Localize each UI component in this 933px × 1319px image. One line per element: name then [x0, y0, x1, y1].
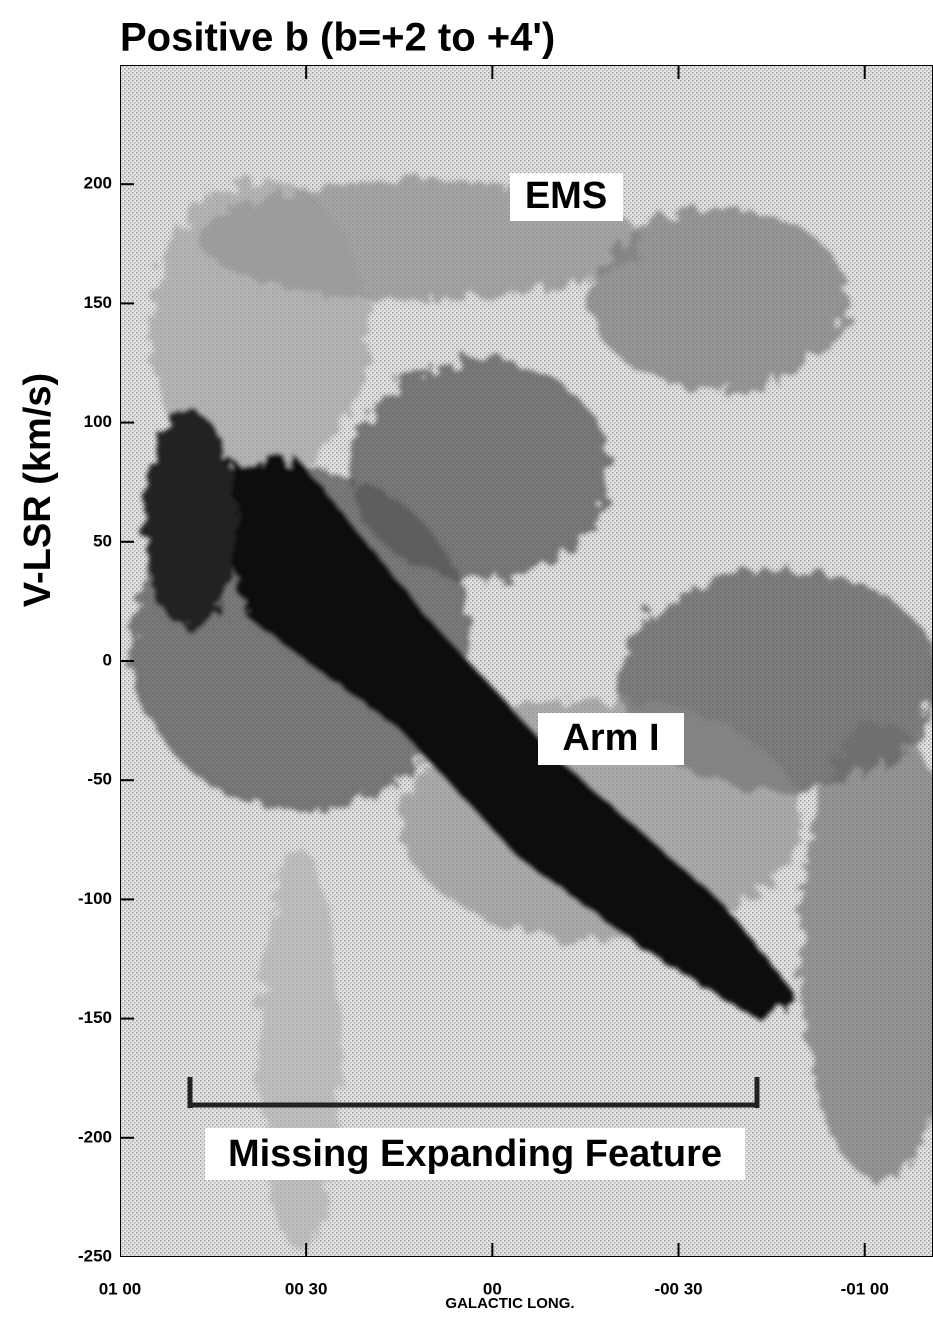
y-tick-label: 200 [84, 174, 112, 193]
chart-title: Positive b (b=+2 to +4') [120, 16, 555, 60]
annotation: EMS [525, 175, 607, 217]
x-tick-label: 00 [483, 1279, 502, 1298]
y-axis-label: V-LSR (km/s) [17, 373, 59, 607]
x-axis-label: GALACTIC LONG. [445, 1295, 574, 1312]
x-tick-label: -01 00 [841, 1279, 889, 1298]
y-tick-label: -50 [87, 770, 112, 789]
x-tick-label: -00 30 [654, 1279, 702, 1298]
y-tick-label: -200 [78, 1127, 112, 1146]
x-tick-label: 01 00 [99, 1279, 142, 1298]
chart: Positive b (b=+2 to +4') V-LSR (km/s) GA… [0, 0, 933, 1314]
y-tick-label: -100 [78, 889, 112, 908]
y-tick-label: 0 [103, 650, 112, 669]
x-tick-label: 00 30 [285, 1279, 328, 1298]
annotation: Missing Expanding Feature [228, 1133, 722, 1175]
y-tick-label: 150 [84, 293, 112, 312]
annotation: Arm I [562, 717, 659, 759]
y-tick-label: 100 [84, 412, 112, 431]
y-tick-label: 50 [93, 531, 112, 550]
plot-area: EMS Arm I Missing Expanding Feature [120, 65, 933, 1257]
y-tick-label: -250 [78, 1246, 112, 1265]
y-tick-label: -150 [78, 1008, 112, 1027]
